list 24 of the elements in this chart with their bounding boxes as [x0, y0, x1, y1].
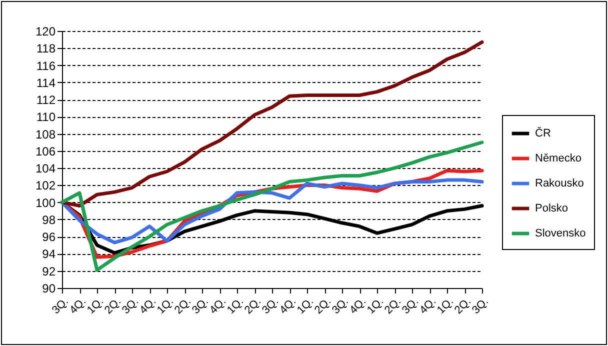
- legend-label: Rakousko: [535, 178, 584, 190]
- y-tick-label: 106: [35, 144, 56, 158]
- y-tick-label: 104: [35, 162, 56, 176]
- y-tick-label: 116: [36, 58, 56, 73]
- y-tick-label: 98: [42, 212, 56, 227]
- y-tick-label: 96: [42, 230, 56, 244]
- y-tick-label: 94: [42, 247, 56, 262]
- y-tick-label: 112: [36, 93, 56, 108]
- line-series: [60, 40, 484, 208]
- y-tick-label: 108: [35, 127, 56, 142]
- y-tick-label: 114: [36, 76, 56, 90]
- y-tick-label: 110: [36, 110, 56, 124]
- y-tick-label: 120: [35, 24, 56, 38]
- y-tick-label: 102: [35, 178, 56, 193]
- y-tick-label: 92: [42, 264, 56, 278]
- legend-label: Slovensko: [535, 228, 586, 240]
- y-tick-label: 100: [35, 196, 56, 210]
- legend-label: Německo: [535, 152, 582, 164]
- legend-label: ČR: [535, 126, 551, 140]
- legend-label: Polsko: [535, 202, 568, 214]
- line-series: [60, 178, 484, 244]
- y-tick-label: 118: [36, 42, 56, 56]
- y-tick-label: 90: [42, 282, 56, 296]
- line-series: [60, 140, 484, 272]
